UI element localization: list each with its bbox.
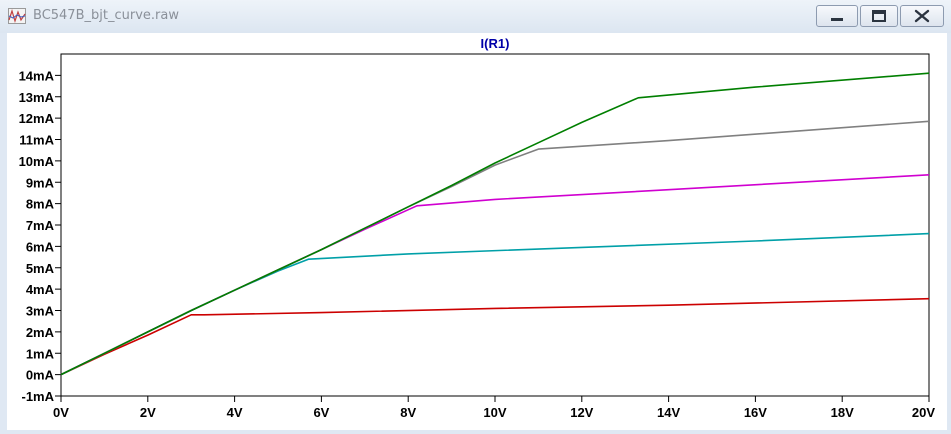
series-line-4[interactable] (60, 120, 930, 376)
x-tick-label: 20V (912, 405, 935, 420)
plot-frame (60, 53, 930, 397)
y-tick-label: 1mA (26, 346, 55, 361)
y-tick-label: -1mA (21, 389, 54, 404)
y-tick-label: 12mA (19, 111, 55, 126)
waveform-file-icon (8, 8, 26, 24)
minimize-icon (831, 18, 843, 21)
y-tick-label: 4mA (26, 282, 55, 297)
y-tick-label: 5mA (26, 261, 55, 276)
x-tick-label: 18V (831, 405, 854, 420)
y-tick-label: 11mA (19, 133, 54, 148)
x-tick-label: 0V (53, 405, 69, 420)
close-icon (914, 9, 930, 23)
series-line-2[interactable] (60, 232, 930, 376)
bjt-curve-chart[interactable]: I(R1) -1mA 0mA 1mA 2mA 3mA 4mA 5mA 6mA 7mA 8mA 9mA… (7, 33, 947, 430)
y-tick-label: 13mA (19, 90, 55, 105)
x-tick-label: 8V (400, 405, 416, 420)
window-title: BC547B_bjt_curve.raw (33, 8, 179, 23)
x-tick-label: 2V (140, 405, 156, 420)
x-tick-label: 10V (483, 405, 506, 420)
title-bar[interactable]: BC547B_bjt_curve.raw (0, 0, 951, 33)
y-tick-label: 2mA (26, 325, 55, 340)
y-tick-label: 3mA (26, 304, 55, 319)
minimize-button[interactable] (816, 5, 858, 27)
close-button[interactable] (900, 5, 944, 27)
maximize-icon (872, 10, 886, 22)
maximize-button[interactable] (860, 5, 898, 27)
y-tick-label: 6mA (26, 239, 55, 254)
y-axis: -1mA 0mA 1mA 2mA 3mA 4mA 5mA 6mA 7mA 8mA 9mA 10mA 11… (19, 68, 61, 404)
y-tick-label: 10mA (19, 154, 55, 169)
x-tick-label: 16V (744, 405, 767, 420)
chart-title: I(R1) (481, 36, 510, 51)
series-line-1[interactable] (60, 297, 930, 376)
plot-pane[interactable] (7, 33, 947, 430)
series-line-5[interactable] (60, 72, 930, 376)
x-tick-label: 6V (313, 405, 329, 420)
x-tick-label: 4V (227, 405, 243, 420)
y-tick-label: 7mA (26, 218, 55, 233)
y-tick-label: 9mA (26, 175, 55, 190)
x-tick-label: 12V (570, 405, 593, 420)
x-axis: 0V 2V 4V 6V 8V 10V 12V 14V 16V 18V 20V (53, 396, 935, 420)
y-tick-label: 0mA (26, 368, 55, 383)
series-line-3[interactable] (60, 174, 930, 376)
y-tick-label: 8mA (26, 197, 55, 212)
series-layer (60, 72, 930, 376)
x-tick-label: 14V (657, 405, 680, 420)
y-tick-label: 14mA (19, 68, 55, 83)
